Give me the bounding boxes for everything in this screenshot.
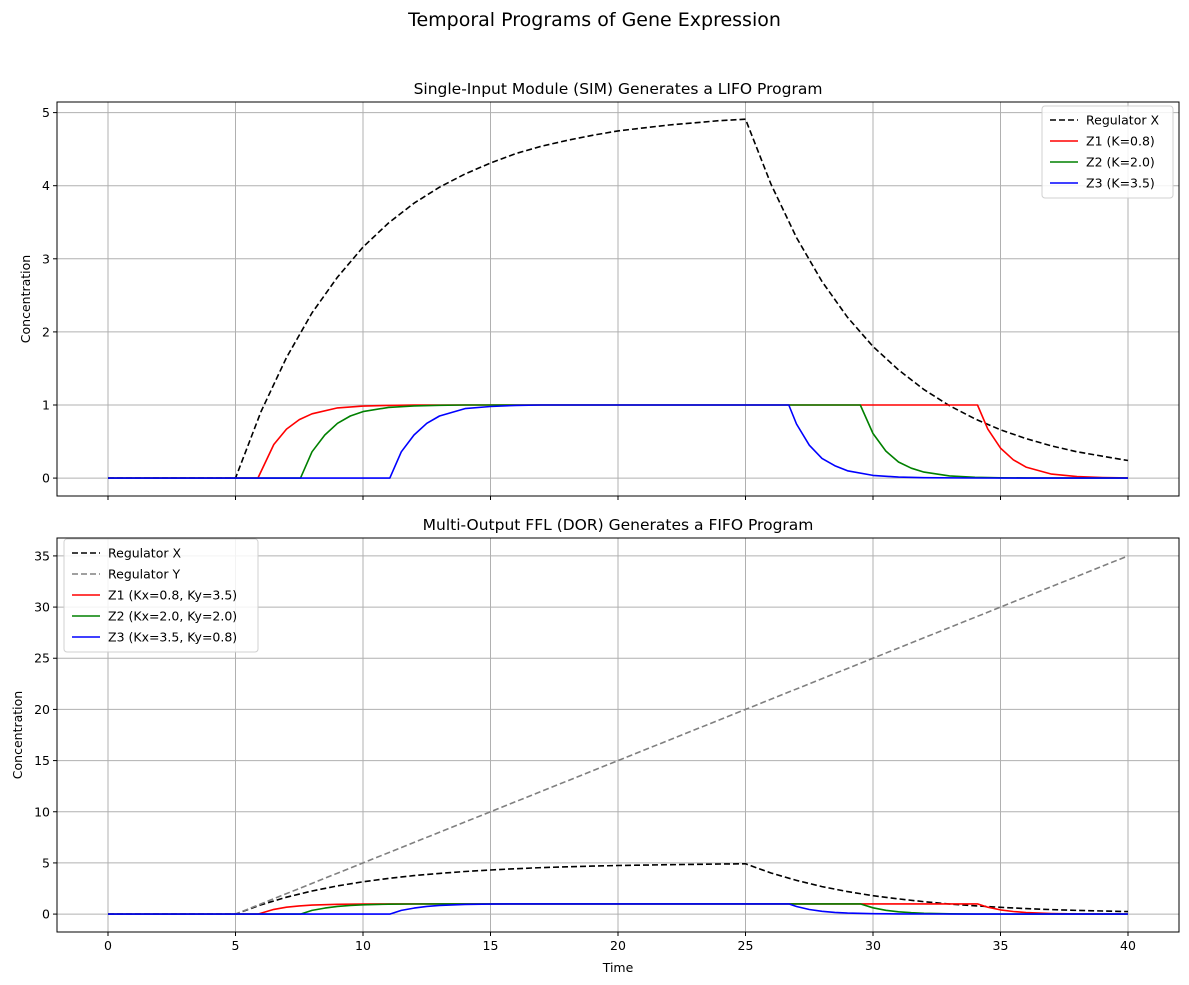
chart-1-legend-label-3: Z2 (K=2.0) <box>1086 155 1155 170</box>
chart-2-xtick-label: 20 <box>610 938 626 953</box>
chart-2-xtick-label: 25 <box>738 938 754 953</box>
chart-1-series-4-line <box>108 404 1129 479</box>
chart-2-ylabel: Concentration <box>10 691 25 779</box>
chart-1-ytick-label: 3 <box>42 251 50 266</box>
chart-2-xtick-label: 0 <box>104 938 112 953</box>
chart-1-legend <box>1041 105 1174 199</box>
chart-2-ytick-label: 20 <box>34 702 50 717</box>
chart-2-xtick-label: 40 <box>1120 938 1136 953</box>
chart-1-ylabel: Concentration <box>18 255 33 343</box>
chart-2-legend-label-5: Z3 (Kx=3.5, Ky=0.8) <box>108 630 237 645</box>
chart-2-legend-label-2: Regulator Y <box>108 567 180 582</box>
chart-1-series-1-line <box>108 118 1129 479</box>
chart-1-legend-label-2: Z1 (K=0.8) <box>1086 134 1155 149</box>
chart-2-xtick-label: 15 <box>483 938 499 953</box>
chart-1-panel: 0 1 2 3 4 5 Single-Input Module (SIM) Generate… <box>18 80 1180 500</box>
chart-2-ytick-label: 10 <box>34 804 50 819</box>
chart-1-series-2-line <box>108 404 1129 479</box>
chart-1-legend-label-4: Z3 (K=3.5) <box>1086 176 1155 191</box>
chart-2-series-5-line <box>108 903 1128 915</box>
chart-1-ytick-label: 4 <box>42 178 50 193</box>
chart-2-ytick-label: 15 <box>34 753 50 768</box>
chart-2-legend-label-1: Regulator X <box>108 546 181 561</box>
chart-1-ytick-label: 2 <box>42 324 50 339</box>
chart-2-series-1-line <box>108 862 1129 915</box>
chart-2-xtick-label: 10 <box>355 938 371 953</box>
chart-2-panel: 0 5 10 15 20 25 30 35 40 0 5 10 15 20 25 30 35 Multi-Outp… <box>10 516 1180 975</box>
chart-2-xtick-label: 5 <box>232 938 240 953</box>
chart-2-xtick-label: 35 <box>993 938 1009 953</box>
chart-2-ytick-label: 35 <box>34 548 50 563</box>
chart-1-title: Single-Input Module (SIM) Generates a LI… <box>414 80 823 98</box>
chart-2-ytick-label: 0 <box>42 907 50 922</box>
chart-2-ytick-label: 30 <box>34 600 50 615</box>
chart-1-legend-label-1: Regulator X <box>1086 113 1159 128</box>
chart-1-ytick-label: 1 <box>42 397 50 412</box>
chart-1-ytick-label: 0 <box>42 471 50 486</box>
figure-title: Temporal Programs of Gene Expression <box>407 9 781 31</box>
chart-2-legend <box>63 538 259 653</box>
chart-2-xlabel: Time <box>602 960 634 975</box>
chart-2-ytick-label: 25 <box>34 651 50 666</box>
chart-2-legend-label-3: Z1 (Kx=0.8, Ky=3.5) <box>108 588 237 603</box>
chart-2-ytick-label: 5 <box>42 855 50 870</box>
chart-2-title: Multi-Output FFL (DOR) Generates a FIFO … <box>423 516 814 534</box>
chart-1-ytick-label: 5 <box>42 105 50 120</box>
chart-2-legend-label-4: Z2 (Kx=2.0, Ky=2.0) <box>108 609 237 624</box>
chart-2-xtick-label: 30 <box>865 938 881 953</box>
